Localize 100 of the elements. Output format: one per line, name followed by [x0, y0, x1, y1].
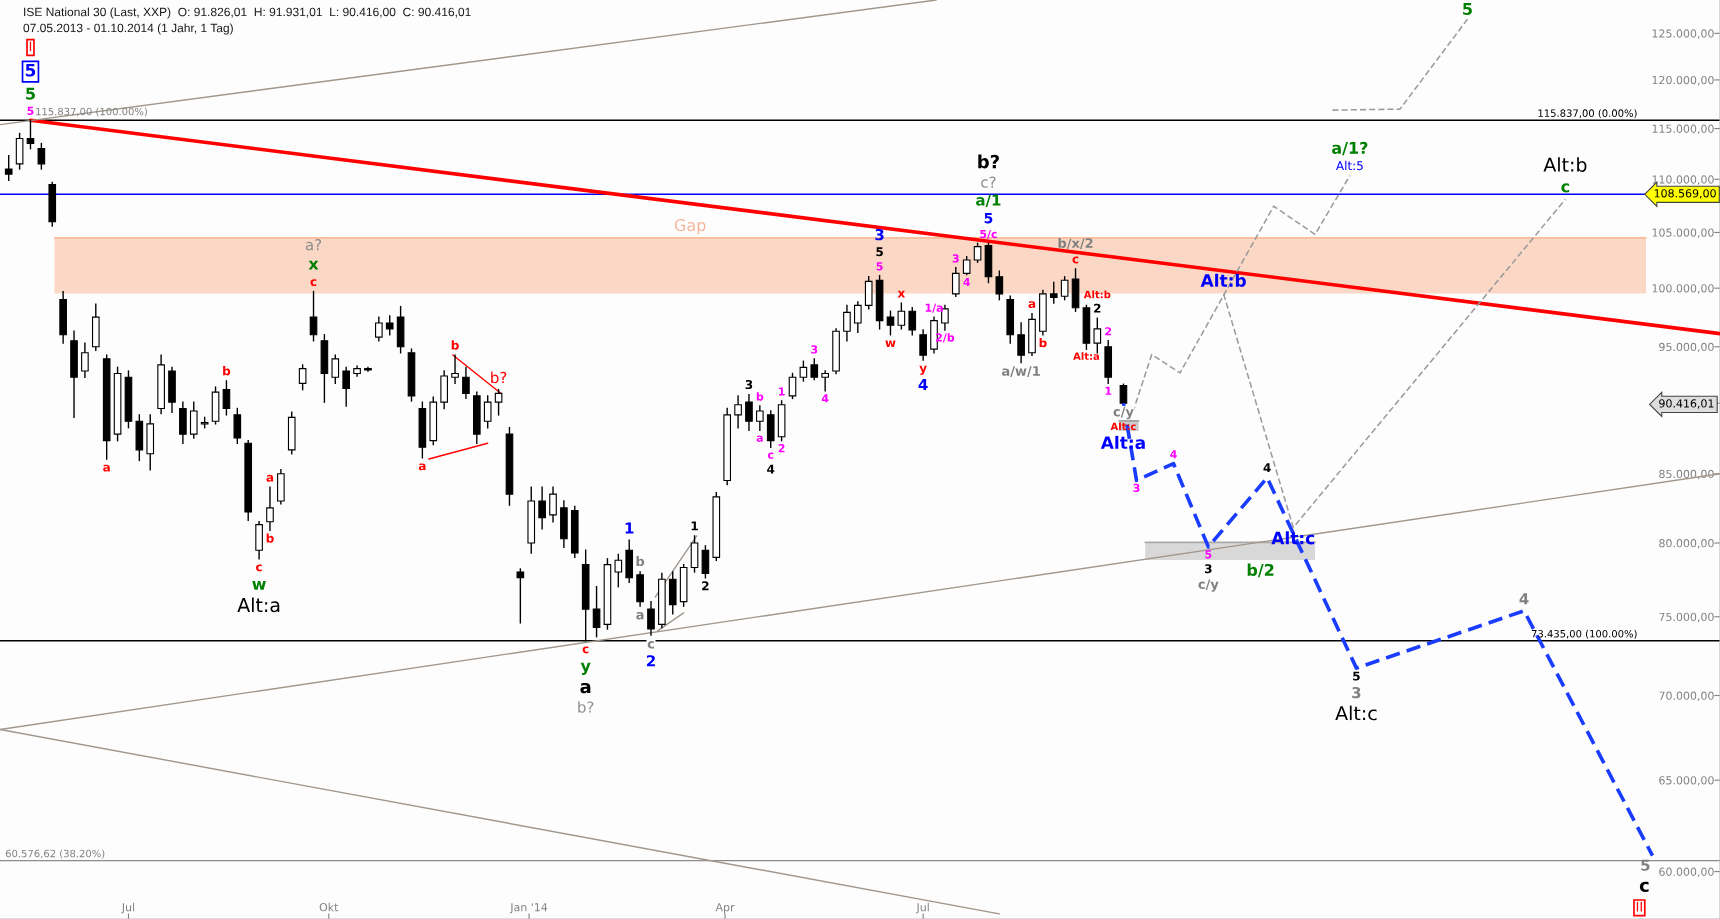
ref-line-label: 115.837,00 (0.00%): [1538, 109, 1637, 119]
annotation: 3: [875, 229, 884, 241]
annotation: w: [252, 580, 266, 590]
annotation: c: [647, 641, 654, 649]
annotation: 3: [1204, 564, 1212, 574]
y-tick-label: 85.000,00: [1659, 469, 1714, 480]
y-tick-label: 95.000,00: [1659, 342, 1714, 353]
annotation: I: [29, 41, 32, 52]
annotation: 5: [876, 247, 883, 257]
annotation: a: [580, 682, 591, 694]
annotation: Alt:b: [1083, 290, 1111, 299]
annotation: 5: [25, 63, 36, 77]
x-tick-label: Apr: [715, 903, 735, 914]
x-tick-label: Jul: [915, 902, 929, 914]
y-tick-label: 65.000,00: [1659, 776, 1714, 786]
annotation: 4: [767, 464, 775, 474]
annotation: 1: [691, 521, 698, 531]
ref-line-label: 60.576,62 (38.20%): [5, 849, 105, 859]
annotation: b?: [578, 701, 594, 713]
annotation: 4: [1170, 450, 1177, 459]
annotation: a/1?: [1332, 141, 1368, 156]
annotation: b: [1039, 338, 1047, 348]
annotation: a/w/1: [1002, 366, 1040, 377]
annotation: b?: [978, 154, 999, 169]
annotation: c: [1561, 183, 1570, 193]
annotation: y: [919, 365, 927, 375]
annotation: 4: [1263, 463, 1271, 472]
annotation: c: [1639, 881, 1649, 893]
annotation: 5: [1353, 671, 1360, 681]
annotation: 5: [1463, 3, 1472, 15]
annotation: 108.569,00: [1654, 189, 1716, 199]
y-tick-label: 110.000,00: [1652, 175, 1714, 185]
annotation: x: [308, 260, 319, 270]
annotation: 5: [876, 262, 883, 271]
annotation: II: [1636, 901, 1642, 912]
x-tick-label: Jul: [121, 902, 135, 914]
annotation: 1/a: [925, 303, 943, 313]
annotation: 2: [1105, 327, 1112, 336]
x-tick-label: Jan '14: [509, 903, 548, 914]
annotation: 3: [811, 345, 818, 354]
annotation: Alt:a: [1100, 435, 1145, 450]
annotation: a: [266, 474, 274, 482]
y-tick-label: 90.416,01: [1659, 399, 1714, 409]
annotation: 2: [702, 581, 709, 591]
annotation: Alt:c: [1335, 705, 1377, 721]
annotation: a: [756, 435, 763, 442]
annotation: 5: [1641, 859, 1650, 871]
annotation: 3: [1133, 483, 1140, 493]
annotation: 115.837,00 (100.00%): [36, 107, 147, 117]
text: ISE National 30 (Last, XXP) O: 91.826,01 H: 91.931,01 L: 90.416,00 C: 90.416,01: [24, 7, 471, 19]
y-tick-label: 80.000,00: [1659, 539, 1714, 549]
annotation: Alt:c: [1110, 422, 1136, 431]
annotation: b/x/2: [1058, 237, 1093, 250]
y-tick-label: 120.000,00: [1652, 75, 1714, 86]
x-tick-label: Okt: [319, 902, 339, 912]
annotation: 2: [646, 655, 655, 667]
annotation: 1: [625, 522, 634, 534]
annotation: c?: [981, 176, 996, 188]
annotation: Alt:5: [1336, 160, 1363, 171]
annotation: 5/c: [980, 229, 997, 239]
annotation: a: [636, 612, 644, 620]
annotation: 5: [27, 106, 34, 116]
annotation: 4: [918, 379, 928, 391]
y-tick-label: 115.000,00: [1652, 124, 1714, 134]
annotation: b: [266, 533, 274, 543]
text: 07.05.2013 - 01.10.2014 (1 Jahr, 1 Tag): [23, 23, 233, 35]
annotation: Gap: [674, 219, 706, 235]
y-tick-label: 75.000,00: [1659, 612, 1714, 623]
annotation: Alt:a: [237, 597, 280, 613]
y-tick-label: 70.000,00: [1659, 691, 1714, 701]
ref-line-label: 73.435,00 (100.00%): [1531, 629, 1637, 639]
annotation: c: [582, 646, 589, 654]
annotation: a: [1028, 301, 1036, 309]
annotation: Alt:c: [1271, 531, 1315, 545]
annotation: a: [418, 463, 426, 471]
annotation: Alt:b: [1200, 273, 1246, 287]
annotation: c/y: [1198, 579, 1219, 592]
annotation: x: [897, 290, 906, 298]
annotation: y: [580, 662, 591, 675]
annotation: 1: [779, 387, 785, 396]
annotation: b/2: [1247, 563, 1274, 578]
annotation: 2: [1094, 303, 1101, 313]
y-tick-label: 60.000,00: [1659, 867, 1714, 878]
annotation: c: [1072, 256, 1079, 264]
annotation: b: [223, 366, 231, 376]
annotation: 4: [821, 394, 829, 403]
annotation: 2: [778, 443, 785, 453]
y-tick-label: 125.000,00: [1652, 29, 1714, 39]
annotation: 1: [1105, 386, 1112, 395]
annotation: b?: [491, 371, 507, 384]
y-tick-label: 100.000,00: [1652, 284, 1714, 294]
annotation: w: [885, 340, 896, 348]
annotation: 3: [745, 380, 753, 390]
annotation: Alt:b: [1543, 157, 1587, 172]
annotation: 4: [963, 278, 971, 287]
annotation: Alt:a: [1073, 352, 1099, 360]
y-tick-label: 105.000,00: [1652, 228, 1714, 238]
annotation: a: [103, 464, 110, 472]
annotation: b: [636, 556, 645, 567]
annotation: b: [756, 392, 764, 401]
